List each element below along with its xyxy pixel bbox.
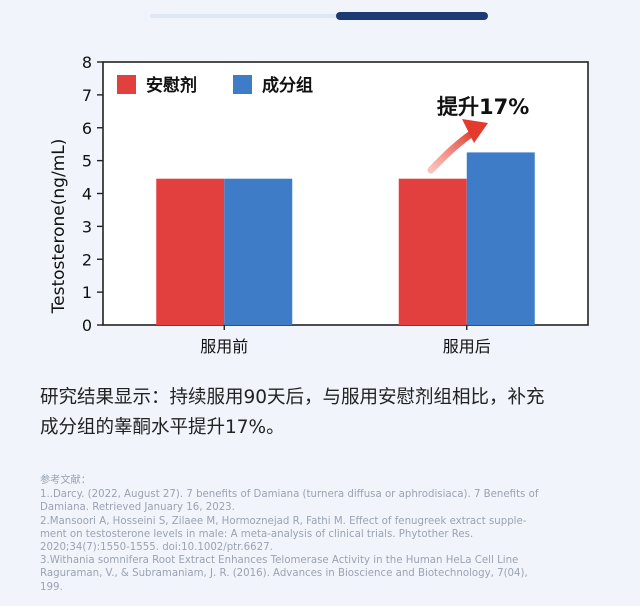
x-tick-label: 服用后	[443, 337, 491, 356]
conclusion-line-1: 研究结果显示：持续服用90天后，与服用安慰剂组相比，补充	[40, 387, 545, 408]
y-axis: 0 1 2 3 4 5 6 7 8	[82, 53, 103, 335]
legend-swatch	[117, 75, 136, 94]
y-tick-label: 4	[82, 185, 92, 204]
x-tick-label: 服用前	[200, 337, 248, 356]
bar-ingredient-after	[466, 152, 535, 325]
x-axis: 服用前 服用后	[200, 325, 491, 356]
conclusion-line-2: 成分组的睾酮水平提升17%。	[40, 417, 285, 438]
y-tick-label: 1	[82, 283, 92, 302]
legend-swatch	[233, 75, 252, 94]
y-tick-label: 3	[82, 217, 92, 236]
arrow-head-icon	[462, 119, 488, 143]
increase-annotation: 提升17%	[427, 95, 529, 174]
legend: 安慰剂 成分组	[117, 75, 313, 96]
bar-placebo-after	[398, 178, 467, 325]
y-tick-label: 2	[82, 250, 92, 269]
references: 参考文献： 1..Darcy. (2022, August 27). 7 ben…	[40, 474, 610, 594]
y-axis-label: Testosterone(ng/mL)	[49, 139, 69, 315]
legend-label: 安慰剂	[146, 75, 197, 96]
bar-ingredient-before	[224, 178, 293, 325]
testosterone-bar-chart: 0 1 2 3 4 5 6 7 8 Testosterone(ng/mL) 服用前 服用后 安慰剂…	[49, 53, 589, 356]
y-tick-label: 8	[82, 53, 92, 72]
reference-item-1: 1..Darcy. (2022, August 27). 7 benefits …	[40, 489, 539, 514]
bar-placebo-before	[156, 178, 225, 325]
legend-label: 成分组	[262, 75, 313, 96]
conclusion-text: 研究结果显示：持续服用90天后，与服用安慰剂组相比，补充 成分组的睾酮水平提升1…	[40, 383, 600, 443]
header-decoration-light	[150, 14, 340, 18]
header-decoration-dark	[336, 12, 488, 20]
y-tick-label: 5	[82, 152, 92, 171]
y-tick-label: 0	[82, 316, 92, 335]
reference-item-3: 3.Withania somnifera Root Extract Enhanc…	[40, 555, 528, 593]
y-tick-label: 7	[82, 86, 92, 105]
annotation-label: 提升17%	[437, 95, 529, 119]
reference-item-2: 2.Mansoori A, Hosseini S, Zilaee M, Horm…	[40, 515, 527, 554]
references-title: 参考文献：	[40, 475, 91, 486]
y-tick-label: 6	[82, 119, 92, 138]
